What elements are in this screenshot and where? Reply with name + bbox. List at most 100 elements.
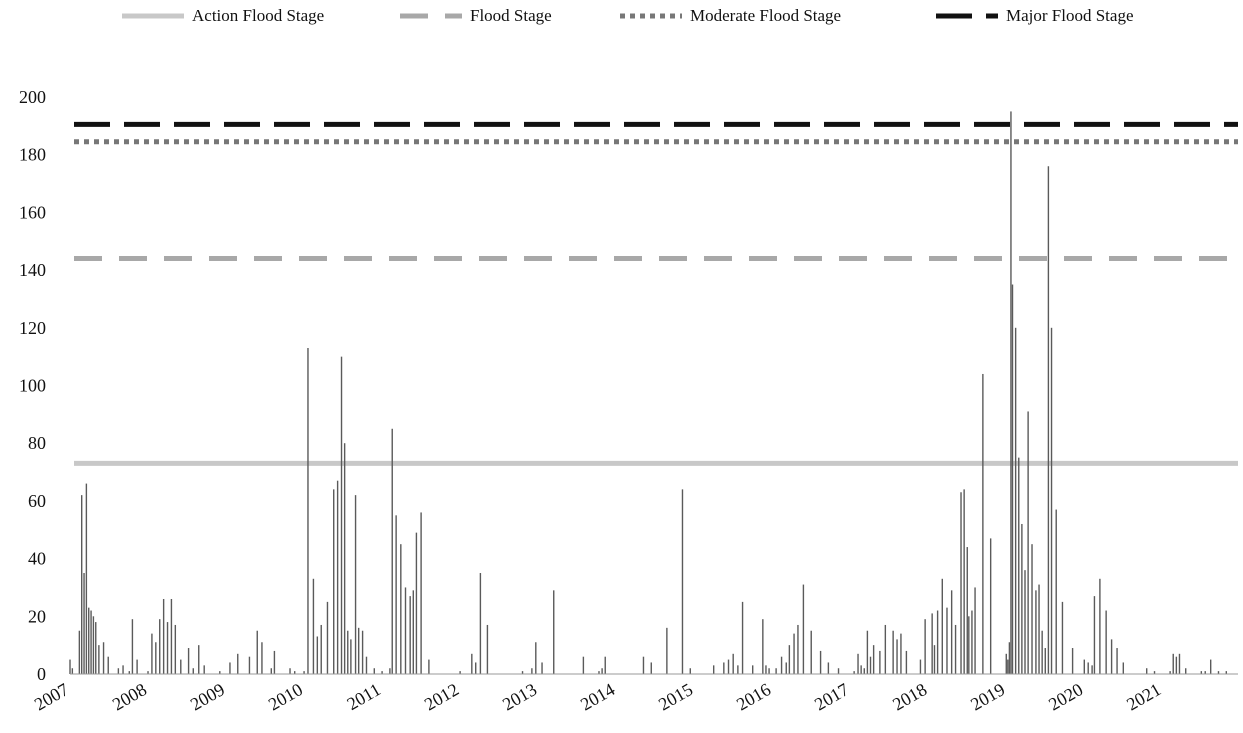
bar-145	[1018, 457, 1020, 675]
bar-55	[361, 630, 364, 674]
bar-112	[863, 668, 865, 674]
bar-101	[788, 645, 791, 674]
bar-37	[270, 668, 272, 674]
bar-157	[1061, 601, 1064, 675]
bar-81	[601, 668, 603, 674]
bar-169	[1153, 671, 1156, 674]
bar-179	[1225, 671, 1227, 674]
bar-133	[966, 547, 968, 674]
bar-68	[428, 659, 430, 674]
bar-102	[793, 633, 795, 674]
bar-66	[415, 532, 418, 674]
bar-127	[941, 578, 943, 674]
bar-50	[343, 443, 346, 674]
x-tick-14: 2021	[1123, 679, 1164, 714]
bar-5	[85, 483, 88, 674]
bar-9	[95, 622, 97, 674]
bar-11	[102, 642, 105, 674]
bar-170	[1169, 671, 1171, 674]
x-tick-10: 2017	[811, 679, 852, 714]
x-tick-4: 2011	[343, 679, 384, 714]
bar-167	[1122, 662, 1125, 674]
bar-56	[365, 656, 368, 674]
bar-79	[582, 656, 585, 674]
x-tick-11: 2018	[889, 679, 930, 714]
bar-71	[475, 662, 477, 674]
bar-175	[1200, 671, 1203, 674]
bar-85	[666, 627, 668, 674]
bar-178	[1217, 671, 1220, 674]
bar-38	[273, 650, 276, 674]
bar-76	[535, 642, 537, 674]
y-tick-7: 140	[19, 260, 46, 280]
bar-31	[219, 671, 221, 674]
bar-109	[853, 671, 855, 674]
bar-36	[261, 642, 263, 674]
bar-168	[1146, 668, 1148, 674]
bar-16	[131, 619, 134, 674]
bar-59	[389, 668, 391, 674]
bar-110	[857, 653, 859, 674]
bar-49	[340, 356, 343, 674]
bar-72	[479, 573, 482, 674]
bar-57	[373, 668, 375, 674]
bar-141	[1008, 642, 1011, 674]
bar-135	[971, 610, 973, 674]
x-tick-5: 2012	[421, 679, 462, 714]
bar-103	[797, 624, 799, 674]
y-tick-10: 200	[19, 87, 46, 107]
bar-0	[69, 659, 71, 674]
bar-114	[869, 656, 872, 674]
bar-10	[98, 645, 100, 674]
bar-174	[1185, 668, 1187, 674]
bar-132	[963, 489, 965, 674]
bar-24	[170, 598, 173, 674]
bar-100	[785, 662, 787, 674]
bar-154	[1047, 166, 1050, 675]
bar-69	[459, 671, 461, 674]
bar-18	[147, 671, 149, 674]
bar-165	[1110, 639, 1113, 674]
x-tick-8: 2015	[655, 679, 696, 714]
bar-65	[412, 590, 414, 674]
bar-118	[892, 630, 894, 674]
bar-97	[768, 668, 770, 674]
bar-136	[974, 587, 976, 674]
bar-45	[320, 624, 322, 674]
bar-144	[1014, 327, 1017, 674]
bar-52	[350, 639, 352, 674]
bar-94	[752, 665, 754, 674]
bar-28	[192, 668, 194, 674]
x-tick-3: 2010	[265, 679, 306, 714]
bar-146	[1021, 523, 1023, 674]
bar-173	[1178, 653, 1181, 674]
axes: 0 20 40 60 80 100 120 140 160 180 200 2007 2008 2009 2…	[19, 87, 1238, 714]
bar-158	[1071, 648, 1074, 674]
bar-12	[107, 656, 109, 674]
y-tick-4: 80	[28, 433, 46, 453]
bar-98	[775, 668, 777, 674]
bar-1	[71, 668, 74, 674]
x-tick-13: 2020	[1045, 679, 1086, 714]
bar-162	[1093, 596, 1096, 674]
bar-121	[905, 650, 908, 674]
bar-47	[333, 489, 335, 674]
bar-104	[802, 584, 805, 674]
y-tick-5: 100	[19, 376, 46, 396]
y-tick-2: 40	[28, 549, 46, 569]
bar-172	[1175, 656, 1178, 674]
legend-label-3: Major Flood Stage	[1006, 6, 1134, 25]
bar-111	[860, 665, 862, 674]
legend-label-2: Moderate Flood Stage	[690, 6, 841, 25]
bar-130	[954, 624, 957, 674]
bar-26	[180, 659, 182, 674]
y-tick-9: 180	[19, 145, 46, 165]
bar-44	[316, 636, 319, 674]
bar-155	[1050, 327, 1053, 674]
bar-77	[541, 662, 543, 674]
bars-group	[69, 111, 1227, 675]
legend: Action Flood Stage Flood Stage Moderate Fl…	[122, 6, 1134, 25]
bar-134	[968, 616, 970, 674]
bar-142	[1010, 111, 1012, 675]
bar-30	[203, 665, 205, 674]
